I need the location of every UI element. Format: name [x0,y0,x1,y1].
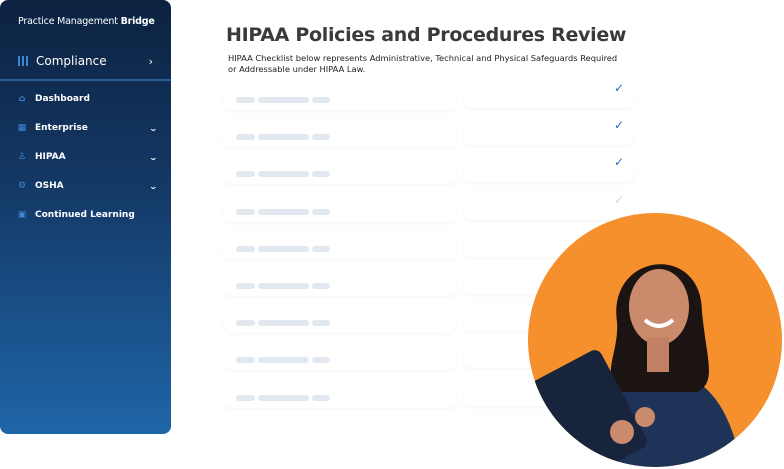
chevron-right-icon: › [148,54,153,68]
placeholder-bar [258,394,309,401]
placeholder-bar [236,394,255,401]
checklist-item [224,274,456,296]
placeholder-bar [312,134,330,141]
placeholder-bar [312,283,330,289]
chart-icon: ▣ [17,210,27,220]
placeholder-bar [258,134,309,141]
checklist-item [224,348,456,370]
placeholder-bar [236,171,255,178]
checklist-item [224,237,456,259]
placeholder-bar [312,208,330,215]
sidebar-item-label: HIPAA [35,152,66,162]
placeholder-bar [258,245,309,252]
sidebar-item-continued-learning[interactable]: ▣ Continued Learning [17,210,157,220]
checklist-row [224,237,634,259]
placeholder-bar [312,357,330,364]
checklist-item [224,386,456,408]
check-icon[interactable]: ✓ [613,81,624,95]
checklist-row: ✓ [224,193,634,222]
checklist-item [224,88,456,110]
grid-icon [18,56,28,66]
check-icon[interactable]: ✓ [613,118,624,133]
sidebar-item-label: Continued Learning [35,210,135,220]
sidebar-item-label: OSHA [35,181,64,191]
home-icon: ⌂ [18,94,26,104]
checklist-row [224,348,634,370]
user-gear-icon: ⚙ [17,181,27,191]
placeholder-bar [236,320,255,327]
sidebar-item-osha[interactable]: ⚙ OSHA ⌄ [17,181,159,191]
user-badge-icon: ♙ [17,152,27,162]
placeholder-bar [258,208,309,215]
checklist-item [224,200,456,222]
sidebar: Practice Management Bridge Compliance › … [0,0,171,434]
placeholder-bar [258,357,309,364]
placeholder-bar [258,283,309,289]
placeholder-bar [236,208,255,215]
compliance-label: Compliance [36,54,107,68]
check-icon[interactable]: ✓ [613,192,624,207]
checklist-status: ✓ [464,81,634,108]
calendar-icon: ▦ [17,123,27,133]
check-icon[interactable]: ✓ [613,155,624,170]
placeholder-bar [258,320,309,327]
checklist-item [224,162,456,184]
checklist-item [224,125,456,147]
placeholder-bar [236,134,255,141]
placeholder-bar [236,245,255,252]
sidebar-item-label: Enterprise [35,123,88,133]
placeholder-bar [236,357,255,364]
chevron-down-icon: ⌄ [148,123,159,133]
sidebar-item-label: Dashboard [35,94,90,104]
compliance-menu[interactable]: Compliance › [18,54,153,68]
sidebar-item-dashboard[interactable]: ⌂ Dashboard [17,94,157,104]
placeholder-bar [312,97,330,103]
page-title: HIPAA Policies and Procedures Review [226,24,627,46]
divider [0,79,171,81]
sidebar-item-enterprise[interactable]: ▦ Enterprise ⌄ [17,123,159,133]
checklist-item [224,311,456,333]
checklist-row [224,311,634,333]
checklist-row: ✓ [224,118,634,147]
checklist-row: ✓ [224,155,634,184]
placeholder-bar [258,171,309,178]
chevron-down-icon: ⌄ [148,152,159,162]
brand-logo: Practice Management Bridge [18,16,155,27]
checklist-row [224,274,634,296]
checklist-row [224,386,634,408]
placeholder-bar [236,97,255,103]
checklist-status: ✓ [464,118,634,145]
checklist-status: ✓ [464,193,634,220]
placeholder-bar [312,394,330,401]
sidebar-item-hipaa[interactable]: ♙ HIPAA ⌄ [17,152,159,162]
placeholder-bar [236,283,255,289]
person-photo [528,213,782,467]
page-description: HIPAA Checklist below represents Adminis… [228,53,618,74]
placeholder-bar [258,97,309,103]
checklist-row: ✓ [224,81,634,110]
placeholder-bar [312,245,330,252]
placeholder-bar [312,171,330,178]
placeholder-bar [312,320,330,327]
checklist-status: ✓ [464,155,634,182]
chevron-down-icon: ⌄ [148,181,159,191]
